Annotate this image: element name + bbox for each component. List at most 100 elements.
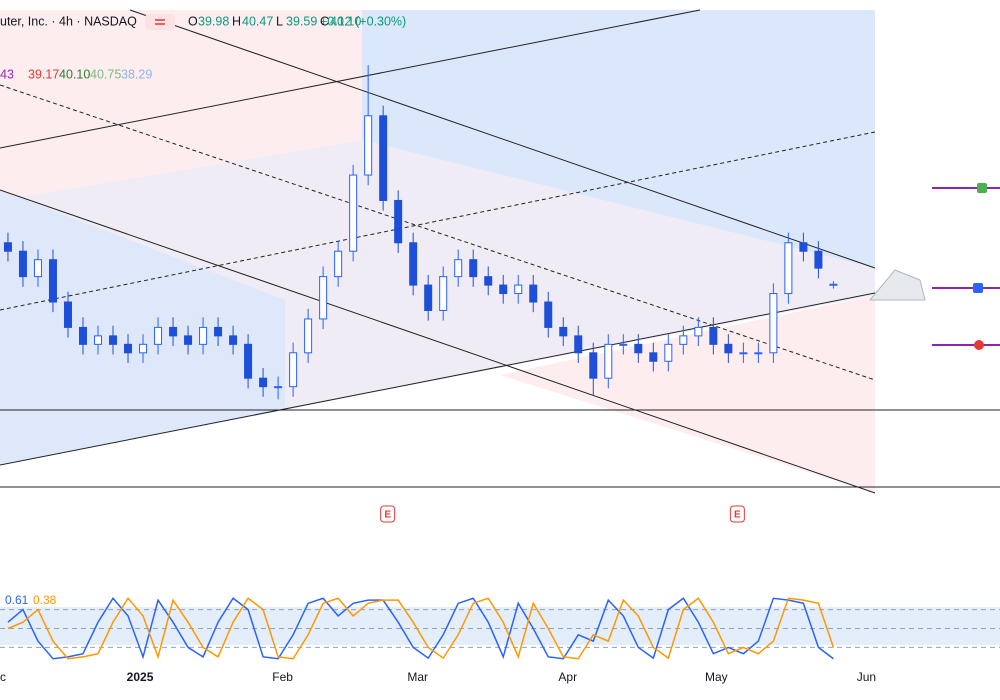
candle-body	[304, 318, 313, 354]
candle-body	[544, 301, 553, 328]
x-tick-label: Feb	[272, 670, 293, 684]
candle-body	[364, 115, 373, 176]
candle-body	[439, 276, 448, 311]
drawings	[0, 9, 1000, 645]
candle-body	[664, 343, 673, 362]
candle-body	[124, 343, 133, 354]
ohlc-name: H	[232, 14, 241, 28]
candle-body	[274, 386, 283, 389]
candle-body	[3, 242, 12, 252]
symbol: uter, Inc. · 4h · NASDAQ	[0, 14, 137, 28]
trend-line	[0, 131, 876, 311]
candle-body	[154, 326, 163, 345]
x-tick-label: c	[0, 670, 6, 684]
candle-body	[799, 242, 808, 252]
indicator-value: 38.29	[121, 67, 152, 81]
ohlc-value: 39.59	[286, 14, 317, 28]
candle-body	[229, 335, 238, 345]
candle-body	[259, 377, 268, 388]
candle-body	[559, 326, 568, 337]
candle-body	[94, 335, 103, 345]
candle-body	[424, 284, 433, 311]
ohlc-name: L	[276, 14, 283, 28]
candle-body	[694, 326, 703, 337]
event-label: E	[384, 510, 391, 521]
alert-icon[interactable]	[977, 183, 987, 193]
candle-body	[754, 352, 763, 355]
zone	[0, 10, 362, 200]
candle-body	[379, 115, 388, 201]
candle-body	[184, 335, 193, 345]
candle-body	[679, 335, 688, 345]
candle-body	[634, 343, 643, 354]
trend-line	[0, 9, 701, 149]
candle-body	[529, 284, 538, 303]
candle-body	[619, 343, 628, 346]
event-marker	[380, 505, 396, 523]
badge	[145, 14, 175, 30]
ohlc-name: O	[188, 14, 198, 28]
candle-body	[514, 284, 523, 295]
oscillator-band	[0, 607, 1000, 645]
candle-body	[649, 352, 658, 362]
indicator-value: 39.17	[28, 67, 59, 81]
candle-body	[499, 284, 508, 295]
candle-body	[319, 276, 328, 320]
candle-body	[454, 259, 463, 278]
candle-body	[829, 283, 838, 286]
event-label: E	[734, 510, 741, 521]
candle-body	[409, 242, 418, 286]
candle-body	[109, 335, 118, 345]
indicator-value: 40.75	[90, 67, 121, 81]
indicator-value: 43	[0, 67, 14, 81]
candle-body	[739, 352, 748, 355]
oscillator-line	[7, 596, 835, 660]
oscillator-value: 0.61	[5, 593, 29, 607]
candle-body	[33, 259, 42, 278]
candle-body	[48, 259, 57, 303]
ohlc-value: 40.10	[330, 14, 361, 28]
candle-body	[769, 293, 778, 354]
alert-icon[interactable]	[974, 340, 984, 350]
candle-body	[784, 242, 793, 295]
candle-body	[349, 174, 358, 252]
x-tick-label: Jun	[857, 670, 876, 684]
zone	[362, 10, 875, 268]
zone	[500, 295, 875, 493]
candle-body	[574, 335, 583, 354]
oscillator-value: 0.38	[33, 593, 57, 607]
candle-body	[78, 326, 87, 345]
trend-line	[129, 9, 876, 269]
x-tick-label: Mar	[407, 670, 428, 684]
x-tick-label: Apr	[558, 670, 577, 684]
candle-body	[334, 250, 343, 278]
oscillator-line	[7, 596, 834, 660]
ohlc-name: C	[320, 14, 329, 28]
cloud-projection	[868, 269, 926, 301]
candle-body	[724, 343, 733, 354]
event-marker	[729, 505, 745, 523]
candle-body	[244, 343, 253, 379]
candle-body	[484, 276, 493, 286]
candle-body	[214, 326, 223, 337]
candle-body	[199, 326, 208, 345]
x-tick-label: May	[705, 670, 728, 684]
ohlc-value: 40.47	[242, 14, 273, 28]
candle-body	[18, 250, 27, 278]
ohlc-value: 39.98	[198, 14, 229, 28]
alert-icon[interactable]	[973, 283, 983, 293]
candle-body	[814, 250, 823, 269]
trend-line	[0, 292, 876, 466]
candle-body	[394, 199, 403, 244]
x-tick-label: 2025	[127, 670, 154, 684]
indicator-value: 40.10	[59, 67, 90, 81]
trend-line	[0, 189, 876, 494]
candle-body	[63, 301, 72, 328]
candle-body	[589, 352, 598, 379]
candle-body	[709, 326, 718, 345]
candle-body	[169, 326, 178, 337]
candle-body	[139, 343, 148, 354]
candle-body	[289, 352, 298, 388]
candle-body	[604, 343, 613, 379]
